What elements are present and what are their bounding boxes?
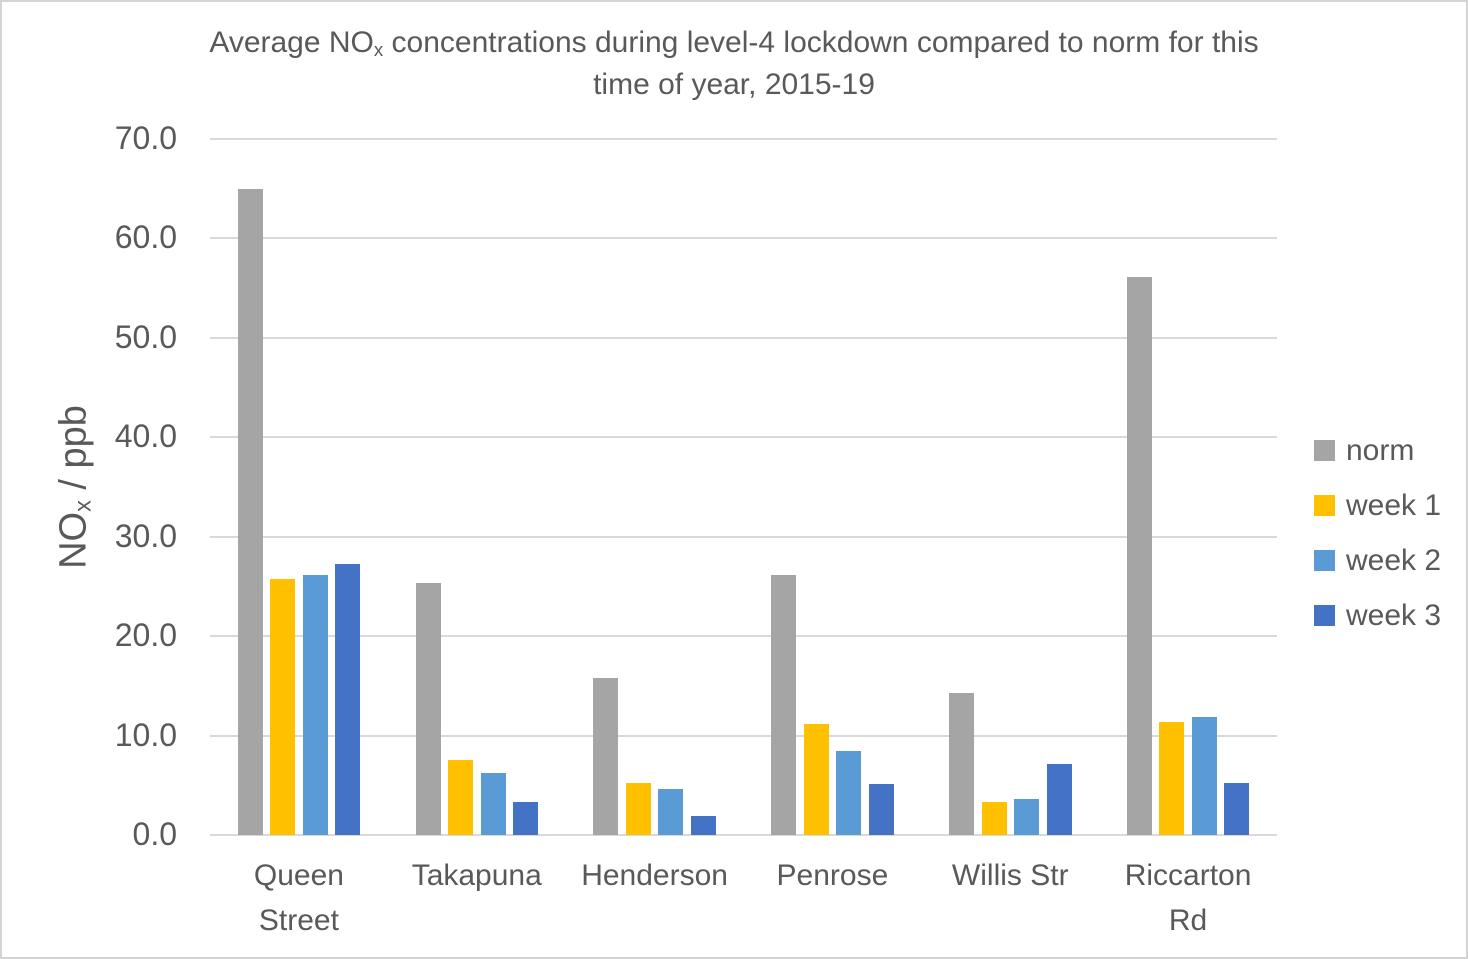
bar-week3-riccarton-rd	[1224, 783, 1250, 835]
bar-week3-penrose	[868, 784, 894, 835]
bar-week1-takapuna	[448, 760, 473, 835]
legend-label: week 3	[1346, 598, 1442, 632]
bar-week2-riccarton-rd	[1191, 717, 1217, 835]
bar-week1-riccarton-rd	[1159, 722, 1185, 835]
bar-week1-queen-street	[270, 579, 296, 835]
legend: norm week 1 week 2 week 3	[1314, 434, 1441, 654]
plot-area	[210, 138, 1277, 836]
y-tick-label: 40.0	[114, 418, 177, 455]
chart-title-line2: time of year, 2015-19	[593, 68, 875, 101]
gridline-40	[210, 436, 1277, 439]
bar-week2-willis-str	[1014, 799, 1039, 835]
bar-week3-henderson	[690, 816, 716, 835]
gridline-20	[210, 635, 1277, 638]
bar-week2-takapuna	[480, 773, 506, 835]
chart-title-line1: Average NOx concentrations during level-…	[209, 26, 1259, 61]
y-tick-label: 0.0	[132, 815, 177, 852]
bar-week3-willis-str	[1046, 764, 1072, 835]
legend-swatch-icon	[1314, 495, 1335, 516]
x-category-label-riccarton-rd: Riccarton Rd	[1124, 859, 1252, 937]
bar-norm-takapuna	[415, 583, 441, 835]
bar-norm-henderson	[593, 678, 619, 835]
chart-title: Average NOx concentrations during level-…	[2, 22, 1466, 106]
legend-item-norm: norm	[1314, 434, 1441, 467]
bar-week1-henderson	[625, 783, 651, 835]
bar-week1-willis-str	[981, 802, 1007, 835]
legend-label: week 1	[1346, 488, 1442, 522]
x-category-label-takapuna: Takapuna	[411, 859, 542, 892]
gridline-50	[210, 336, 1277, 339]
legend-swatch-icon	[1314, 605, 1335, 626]
legend-item-week1: week 1	[1314, 489, 1441, 522]
bar-norm-penrose	[771, 575, 797, 835]
legend-label: week 2	[1346, 543, 1442, 577]
y-tick-label: 60.0	[114, 219, 177, 256]
x-category-label-willis-str: Willis Str	[951, 859, 1069, 892]
bar-week2-henderson	[658, 789, 684, 835]
legend-item-week3: week 3	[1314, 599, 1441, 632]
bar-norm-riccarton-rd	[1126, 277, 1152, 835]
x-category-label-queen-street: Queen Street	[253, 859, 344, 937]
legend-swatch-icon	[1314, 550, 1335, 571]
legend-swatch-icon	[1314, 440, 1335, 461]
bar-week3-takapuna	[513, 802, 538, 835]
bar-norm-queen-street	[237, 189, 263, 835]
legend-label: norm	[1346, 433, 1415, 467]
y-tick-label: 20.0	[114, 616, 177, 653]
x-category-label-henderson: Henderson	[581, 859, 728, 892]
bar-week2-penrose	[836, 751, 862, 835]
bar-week3-queen-street	[335, 564, 361, 835]
legend-item-week2: week 2	[1314, 544, 1441, 577]
gridline-0	[210, 834, 1277, 836]
y-tick-label: 30.0	[114, 517, 177, 554]
bar-week2-queen-street	[302, 575, 328, 835]
bar-week1-penrose	[803, 724, 829, 835]
y-tick-label: 50.0	[114, 318, 177, 355]
bar-norm-willis-str	[949, 693, 974, 835]
x-category-label-penrose: Penrose	[776, 859, 889, 892]
y-tick-label: 10.0	[114, 716, 177, 753]
gridline-10	[210, 734, 1277, 737]
gridline-60	[210, 237, 1277, 240]
gridline-30	[210, 535, 1277, 538]
gridline-70	[210, 138, 1277, 140]
y-tick-label: 70.0	[114, 119, 177, 156]
